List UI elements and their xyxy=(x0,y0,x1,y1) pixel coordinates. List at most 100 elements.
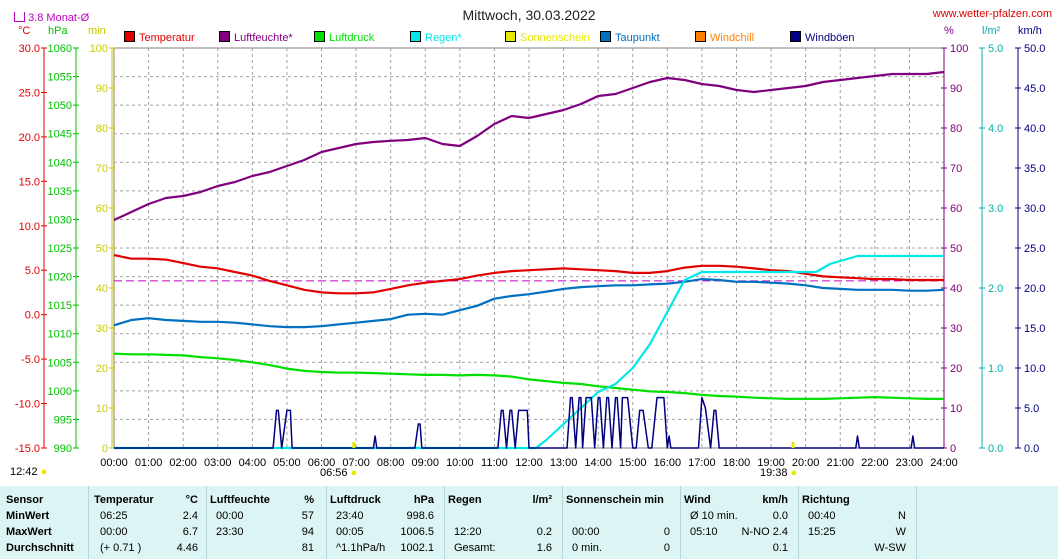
legend-swatch xyxy=(219,31,230,42)
percent-axis-tick-label: 10 xyxy=(950,403,962,415)
wind-axis-tick-label: 25.0 xyxy=(1024,243,1045,255)
temp-axis-tick-label: 30.0 xyxy=(19,43,40,55)
minutes-axis-tick-label: 0 xyxy=(102,443,108,455)
wind-axis-tick-label: 45.0 xyxy=(1024,83,1045,95)
legend-swatch xyxy=(124,31,135,42)
stats-separator xyxy=(562,486,563,559)
series-temperatur xyxy=(113,254,944,295)
stats-time: 00:40 xyxy=(808,510,836,522)
stats-value: N-NO 2.4 xyxy=(741,526,788,538)
stats-unit: km/h xyxy=(762,494,788,506)
x-tick-label: 22:00 xyxy=(861,457,889,469)
stats-time: 05:10 xyxy=(690,526,718,538)
legend-label: Sonnenschein xyxy=(520,32,590,44)
x-tick-label: 10:00 xyxy=(446,457,474,469)
x-tick-label: 02:00 xyxy=(169,457,197,469)
stats-time: 0 min. xyxy=(572,542,602,554)
wind-axis-tick-label: 0.0 xyxy=(1024,443,1039,455)
x-tick-label: 16:00 xyxy=(654,457,682,469)
stats-value: 2.4 xyxy=(182,510,198,522)
stats-time: (+ 0.71 ) xyxy=(100,542,142,554)
stats-value: 0.2 xyxy=(536,526,552,538)
legend-swatch xyxy=(695,31,706,42)
stats-header: Wind xyxy=(684,494,711,506)
percent-unit: % xyxy=(944,25,954,37)
percent-axis-tick-label: 50 xyxy=(950,243,962,255)
series-windben xyxy=(114,396,944,449)
minutes-axis-tick-label: 20 xyxy=(96,363,108,375)
wind-axis-tick-label: 5.0 xyxy=(1024,403,1039,415)
wind-axis-tick-label: 30.0 xyxy=(1024,203,1045,215)
x-tick-label: 03:00 xyxy=(204,457,232,469)
pressure-axis-tick-label: 1005 xyxy=(48,357,72,369)
stats-table: Sensor Temperatur °C Luftfeuchte% Luftdruck h… xyxy=(0,486,1058,559)
pressure-unit: hPa xyxy=(48,25,68,37)
legend-item: Sonnenschein xyxy=(505,31,590,44)
minutes-axis-tick-label: 10 xyxy=(96,403,108,415)
pressure-axis-tick-label: 1055 xyxy=(48,72,72,84)
x-tick-label: 05:00 xyxy=(273,457,301,469)
percent-axis-tick-label: 80 xyxy=(950,123,962,135)
stats-separator xyxy=(916,486,917,559)
x-tick-label: 06:00 xyxy=(308,457,336,469)
sunset-label: 19:38 ● xyxy=(760,467,797,479)
x-tick-label: 19:00 xyxy=(757,457,785,469)
temp-axis-tick-label: 25.0 xyxy=(19,87,40,99)
rain-axis-tick-label: 3.0 xyxy=(988,203,1003,215)
temp-unit: °C xyxy=(18,25,31,37)
series-taupunkt xyxy=(113,278,945,329)
legend-swatch xyxy=(600,31,611,42)
stats-unit: l/m² xyxy=(532,494,552,506)
stats-separator xyxy=(798,486,799,559)
minutes-axis-tick-label: 90 xyxy=(96,83,108,95)
stats-value: 0.0 xyxy=(772,510,788,522)
stats-time: 23:40 xyxy=(336,510,364,522)
percent-axis-tick-label: 90 xyxy=(950,83,962,95)
temp-axis-tick-label: -5.0 xyxy=(21,354,40,366)
stats-separator xyxy=(326,486,327,559)
legend-swatch xyxy=(790,31,801,42)
rain-axis-tick-label: 5.0 xyxy=(988,43,1003,55)
pressure-axis-tick-label: 1035 xyxy=(48,186,72,198)
pressure-axis-tick-label: 1015 xyxy=(48,300,72,312)
stats-value: W-SW xyxy=(874,542,906,554)
pressure-axis-tick-label: 1045 xyxy=(48,129,72,141)
legend-swatch xyxy=(314,31,325,42)
pressure-axis-tick-label: 990 xyxy=(54,443,72,455)
temp-axis-tick-label: 15.0 xyxy=(19,176,40,188)
pressure-axis-tick-label: 1000 xyxy=(48,386,72,398)
stats-unit: % xyxy=(304,494,314,506)
legend-item: Windböen xyxy=(790,31,855,44)
stats-separator xyxy=(88,486,89,559)
stats-value: W xyxy=(895,526,906,538)
x-tick-label: 13:00 xyxy=(550,457,578,469)
stats-time: 00:00 xyxy=(216,510,244,522)
legend-item: Temperatur xyxy=(124,31,195,44)
x-tick-label: 18:00 xyxy=(723,457,751,469)
chart-series xyxy=(113,70,945,450)
monthly-avg-legend: 3.8 Monat-Ø xyxy=(14,12,89,24)
legend-label: Taupunkt xyxy=(615,32,660,44)
stats-header: Luftdruck xyxy=(330,494,381,506)
legend-swatch xyxy=(410,31,421,42)
stats-row-label: Durchschnitt xyxy=(6,542,74,554)
temp-axis-tick-label: -10.0 xyxy=(15,399,40,411)
percent-axis-tick-label: 40 xyxy=(950,283,962,295)
wind-axis-tick-label: 40.0 xyxy=(1024,123,1045,135)
site-link[interactable]: www.wetter-pfalzen.com xyxy=(932,8,1052,20)
wind-axis-tick-label: 50.0 xyxy=(1024,43,1045,55)
percent-axis-tick-label: 60 xyxy=(950,203,962,215)
rain-axis-tick-label: 2.0 xyxy=(988,283,1003,295)
stats-value: 57 xyxy=(301,510,314,522)
x-tick-label: 01:00 xyxy=(135,457,163,469)
minutes-axis-tick-label: 70 xyxy=(96,163,108,175)
stats-time: 12:20 xyxy=(454,526,482,538)
pressure-axis-tick-label: 1040 xyxy=(48,157,72,169)
minutes-axis-tick-label: 60 xyxy=(96,203,108,215)
sunrise-text: 06:56 xyxy=(320,467,348,479)
stats-header: Sonnenschein min xyxy=(566,494,664,506)
wind-unit: km/h xyxy=(1018,25,1042,37)
x-tick-label: 12:00 xyxy=(515,457,543,469)
legend-label: Regen* xyxy=(425,32,462,44)
rain-axis-tick-label: 1.0 xyxy=(988,363,1003,375)
